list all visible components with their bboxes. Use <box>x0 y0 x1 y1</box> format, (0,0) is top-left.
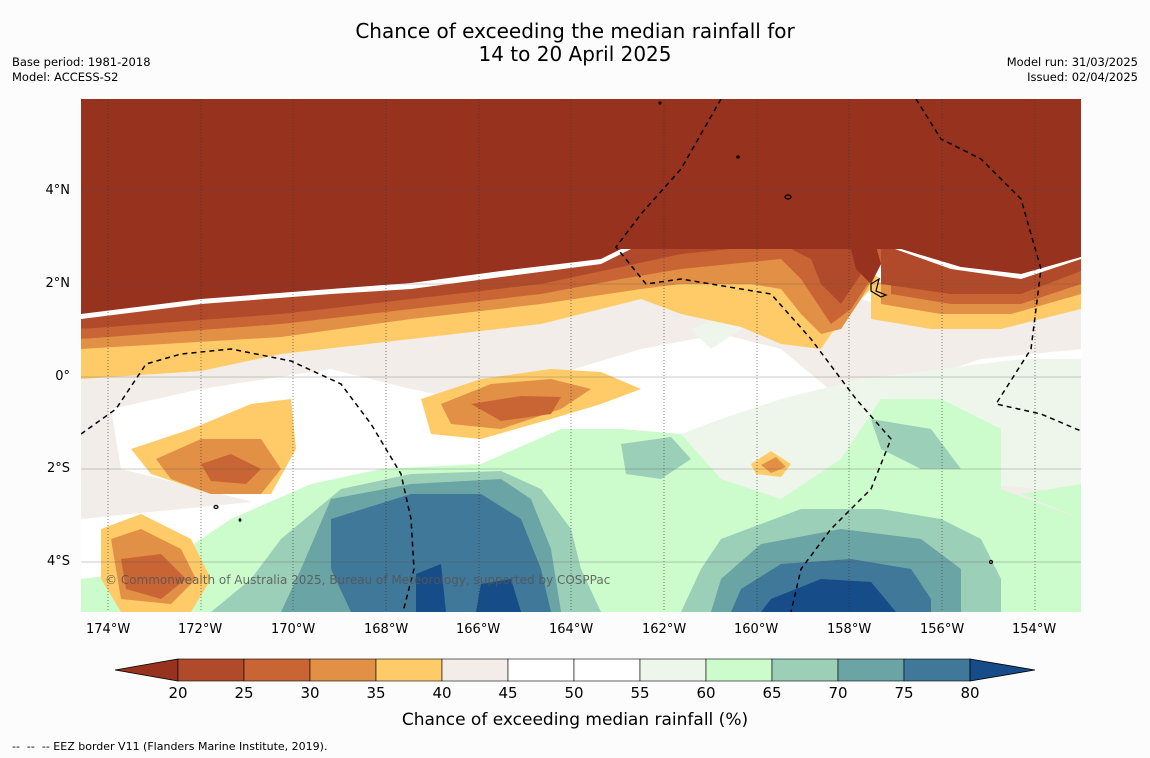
colorbar-tick-label: 70 <box>828 684 848 702</box>
colorbar-segment <box>177 658 245 682</box>
band-north-35-east <box>881 269 1081 314</box>
colorbar-tick-label: 25 <box>234 684 254 702</box>
colorbar-segment <box>903 658 971 682</box>
colorbar-segment <box>507 658 575 682</box>
colorbar-segment <box>771 658 839 682</box>
dry-sw-30 <box>121 554 186 599</box>
colorbar-tick-label: 35 <box>366 684 386 702</box>
band-north-25-east <box>881 244 1081 294</box>
lon-label-172w: 172°W <box>178 622 223 637</box>
colorbar-tick-label: 30 <box>300 684 320 702</box>
meta-left: Base period: 1981-2018 Model: ACCESS-S2 <box>12 55 151 85</box>
colorbar-tick-label: 50 <box>564 684 584 702</box>
colorbar-tick-label: 80 <box>960 684 980 702</box>
lon-label-158w: 158°W <box>827 622 872 637</box>
islands <box>213 101 994 565</box>
colorbar-segment <box>243 658 311 682</box>
lon-label-162w: 162°W <box>642 622 687 637</box>
parallels <box>81 190 1081 563</box>
band-north-30-east <box>891 259 1081 304</box>
colorbar-tick-label: 65 <box>762 684 782 702</box>
lat-label-2n: 2°N <box>45 276 71 291</box>
dry-center-30 <box>471 396 561 421</box>
band-north-40-east <box>871 279 1081 329</box>
eez-footnote: -- -- -- EEZ border V11 (Flanders Marine… <box>12 740 328 753</box>
band-70-center <box>621 437 691 479</box>
lon-label-174w: 174°W <box>86 622 131 637</box>
colorbar-under-arrow <box>114 658 179 682</box>
lon-label-154w: 154°W <box>1012 622 1057 637</box>
lat-label-4s: 4°S <box>46 554 70 569</box>
lon-label-164w: 164°W <box>549 622 594 637</box>
band-north-20-fill <box>81 99 1081 249</box>
title-line-1: Chance of exceeding the median rainfall … <box>355 19 795 43</box>
lat-label-0: 0° <box>55 369 70 384</box>
colorbar-segment <box>639 658 707 682</box>
issued-date: Issued: 02/04/2025 <box>1027 70 1138 84</box>
model-run: Model run: 31/03/2025 <box>1006 55 1138 69</box>
colorbar-tick-label: 75 <box>894 684 914 702</box>
copyright-notice: © Commonwealth of Australia 2025, Bureau… <box>105 573 611 587</box>
lat-label-2s: 2°S <box>46 461 70 476</box>
band-65-islet <box>1021 484 1081 519</box>
lat-label-4n: 4°N <box>45 183 71 198</box>
band-85 <box>416 564 446 612</box>
colorbar-over-arrow <box>969 658 1036 682</box>
lon-label-156w: 156°W <box>920 622 965 637</box>
model-name: Model: ACCESS-S2 <box>12 70 119 84</box>
colorbar-segment <box>441 658 509 682</box>
colorbar-segment <box>837 658 905 682</box>
band-north-20-lobe <box>81 209 1081 314</box>
colorbar-segment <box>309 658 377 682</box>
title-line-2: 14 to 20 April 2025 <box>478 42 672 66</box>
colorbar <box>114 658 1036 682</box>
colorbar-tick-label: 55 <box>630 684 650 702</box>
colorbar-tick-label: 40 <box>432 684 452 702</box>
rainfall-map <box>81 99 1081 612</box>
colorbar-segment <box>573 658 641 682</box>
colorbar-segment <box>705 658 773 682</box>
colorbar-segments <box>177 658 971 682</box>
eez-borders <box>81 99 1081 612</box>
meta-right: Model run: 31/03/2025 Issued: 02/04/2025 <box>1007 55 1138 85</box>
band-70-far-east <box>871 419 961 469</box>
lon-label-170w: 170°W <box>271 622 316 637</box>
map-title: Chance of exceeding the median rainfall … <box>0 20 1150 66</box>
band-85-east <box>761 579 896 612</box>
lon-label-160w: 160°W <box>734 622 779 637</box>
colorbar-title: Chance of exceeding median rainfall (%) <box>401 710 749 730</box>
colorbar-tick-label: 45 <box>498 684 518 702</box>
lon-label-166w: 166°W <box>456 622 501 637</box>
map-svg <box>81 99 1081 612</box>
colorbar-tick-label: 60 <box>696 684 716 702</box>
band-85-b <box>476 579 521 612</box>
colorbar-segment <box>375 658 443 682</box>
lon-label-168w: 168°W <box>364 622 409 637</box>
base-period: Base period: 1981-2018 <box>12 55 151 69</box>
colorbar-tick-label: 20 <box>168 684 188 702</box>
